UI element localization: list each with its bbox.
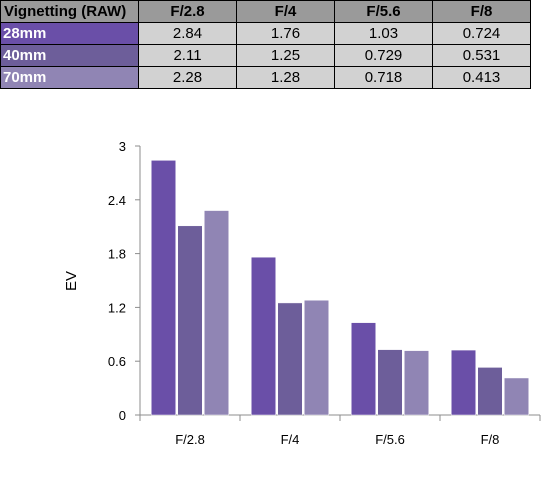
- table-cell: 1.03: [334, 22, 433, 45]
- bar: [151, 160, 176, 416]
- x-tick-label: F/8: [481, 432, 500, 447]
- table-cell: 1.25: [236, 44, 335, 67]
- table-cell: 0.724: [432, 22, 531, 45]
- column-header: F/8: [432, 0, 531, 23]
- x-tick-label: F/2.8: [175, 432, 205, 447]
- y-axis-label: EV: [63, 271, 80, 291]
- vignetting-table: Vignetting (RAW) F/2.8 F/4 F/5.6 F/8 28m…: [0, 0, 531, 89]
- y-tick-label: 2.4: [108, 193, 126, 208]
- bar: [404, 350, 429, 416]
- bar: [351, 322, 376, 416]
- table-cell: 1.28: [236, 66, 335, 89]
- bar: [477, 367, 503, 416]
- table-cell: 0.729: [334, 44, 433, 67]
- table-cell: 0.413: [432, 66, 531, 89]
- bar: [177, 225, 203, 416]
- table-cell: 2.28: [138, 66, 237, 89]
- table-header-row: Vignetting (RAW) F/2.8 F/4 F/5.6 F/8: [0, 0, 531, 23]
- table-cell: 0.531: [432, 44, 531, 67]
- column-header: F/4: [236, 0, 335, 23]
- table-corner-label: Vignetting (RAW): [0, 0, 139, 23]
- x-tick-label: F/5.6: [375, 432, 405, 447]
- table-row: 40mm 2.11 1.25 0.729 0.531: [0, 44, 531, 67]
- y-tick-label: 1.2: [108, 300, 126, 315]
- bar: [504, 377, 529, 416]
- y-tick-label: 0.6: [108, 354, 126, 369]
- x-tick-label: F/4: [281, 432, 300, 447]
- bar: [377, 349, 403, 416]
- y-tick-label: 3: [119, 139, 126, 154]
- bar: [304, 299, 329, 416]
- chart-bars: [151, 160, 529, 416]
- table-row: 70mm 2.28 1.28 0.718 0.413: [0, 66, 531, 89]
- row-header: 40mm: [0, 44, 139, 67]
- bar: [204, 210, 229, 416]
- table-cell: 2.84: [138, 22, 237, 45]
- y-tick-label: 1.8: [108, 247, 126, 262]
- y-tick-label: 0: [119, 408, 126, 423]
- bar: [277, 302, 303, 416]
- row-header: 28mm: [0, 22, 139, 45]
- column-header: F/2.8: [138, 0, 237, 23]
- bar: [451, 349, 476, 416]
- row-header: 70mm: [0, 66, 139, 89]
- table-cell: 0.718: [334, 66, 433, 89]
- bar: [251, 256, 276, 416]
- chart-labels: 0 0.6 1.2 1.8 2.4 3 EV F/2.8 F/4 F/5.6 F/8: [63, 139, 499, 447]
